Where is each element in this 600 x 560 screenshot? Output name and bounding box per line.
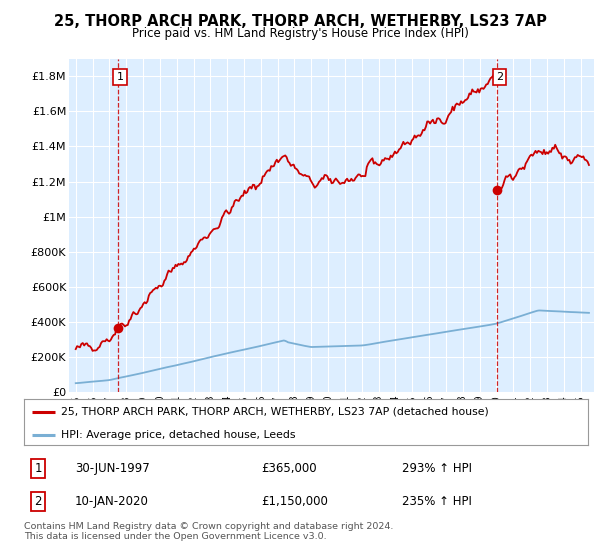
Text: 25, THORP ARCH PARK, THORP ARCH, WETHERBY, LS23 7AP (detached house): 25, THORP ARCH PARK, THORP ARCH, WETHERB…: [61, 407, 488, 417]
Text: 2: 2: [496, 72, 503, 82]
Text: Contains HM Land Registry data © Crown copyright and database right 2024.
This d: Contains HM Land Registry data © Crown c…: [24, 522, 394, 542]
Text: £1,150,000: £1,150,000: [261, 495, 328, 508]
Text: HPI: Average price, detached house, Leeds: HPI: Average price, detached house, Leed…: [61, 430, 295, 440]
Text: 10-JAN-2020: 10-JAN-2020: [75, 495, 149, 508]
Text: 25, THORP ARCH PARK, THORP ARCH, WETHERBY, LS23 7AP: 25, THORP ARCH PARK, THORP ARCH, WETHERB…: [53, 14, 547, 29]
Text: 293% ↑ HPI: 293% ↑ HPI: [402, 462, 472, 475]
Text: 235% ↑ HPI: 235% ↑ HPI: [402, 495, 472, 508]
Text: £365,000: £365,000: [261, 462, 317, 475]
Text: 1: 1: [34, 462, 42, 475]
Text: 2: 2: [34, 495, 42, 508]
Text: 1: 1: [117, 72, 124, 82]
Text: 30-JUN-1997: 30-JUN-1997: [75, 462, 149, 475]
Text: Price paid vs. HM Land Registry's House Price Index (HPI): Price paid vs. HM Land Registry's House …: [131, 27, 469, 40]
